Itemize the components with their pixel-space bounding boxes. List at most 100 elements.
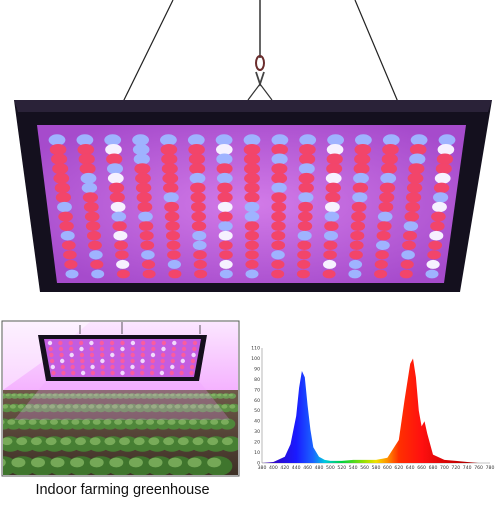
led-diode — [433, 182, 450, 194]
led-diode — [354, 153, 371, 165]
led-diode — [298, 172, 315, 184]
led-diode — [84, 211, 100, 222]
hanging-hook-icon — [122, 0, 399, 103]
led-diode — [162, 172, 179, 184]
led-diode — [217, 182, 233, 194]
mini-led-diode — [90, 358, 95, 364]
led-diode — [114, 240, 128, 250]
mini-led-diode — [110, 370, 115, 376]
led-diode — [299, 153, 316, 165]
led-diode — [429, 230, 444, 241]
led-diode — [90, 259, 104, 269]
led-diode — [83, 201, 99, 213]
led-diode — [271, 269, 285, 279]
mini-led-diode — [160, 352, 166, 358]
photo-caption: Indoor farming greenhouse — [35, 482, 210, 498]
mini-led-diode — [69, 346, 74, 352]
led-diode — [299, 144, 316, 156]
led-diode — [112, 221, 127, 232]
mini-led-diode — [89, 340, 94, 346]
led-diode — [192, 230, 207, 241]
led-diode — [191, 211, 206, 222]
mini-led-diode — [110, 364, 115, 370]
mini-led-diode — [160, 364, 165, 370]
mini-led-diode — [68, 340, 73, 346]
mini-led-diode — [140, 358, 145, 364]
mini-led-diode — [182, 340, 187, 346]
led-diode — [59, 221, 74, 232]
led-diode — [245, 269, 259, 279]
led-diode — [244, 211, 260, 222]
mini-led-diode — [49, 358, 55, 364]
led-diode — [350, 230, 365, 241]
mini-led-diode — [58, 346, 64, 352]
x-tick-label: 440 — [292, 465, 301, 471]
led-diode — [381, 163, 397, 175]
x-tick-label: 540 — [349, 465, 358, 471]
led-diode — [164, 211, 180, 222]
led-diode — [271, 240, 286, 250]
led-diode — [113, 230, 128, 241]
led-diode — [244, 172, 260, 184]
led-diode — [219, 269, 233, 279]
led-diode — [135, 172, 151, 184]
mini-led-diode — [140, 370, 145, 376]
x-tick-label: 760 — [474, 465, 483, 471]
x-tick-label: 780 — [486, 465, 495, 471]
x-tick-label: 420 — [280, 465, 289, 471]
led-diode — [379, 192, 395, 203]
led-diode — [409, 144, 427, 156]
led-diode — [297, 221, 313, 232]
mini-led-diode — [172, 340, 177, 346]
led-diode — [375, 250, 389, 260]
led-diode — [166, 230, 180, 241]
led-diode — [354, 144, 372, 156]
led-diode — [243, 134, 261, 146]
led-diode — [192, 240, 207, 250]
led-diode — [187, 134, 205, 146]
led-diode — [409, 153, 426, 165]
led-diode — [58, 211, 73, 222]
led-diode — [401, 250, 415, 260]
led-diode — [57, 201, 72, 213]
mini-led-diode — [171, 346, 176, 352]
x-tick-label: 580 — [372, 465, 381, 471]
mini-led-diode — [110, 358, 115, 364]
led-diode — [400, 259, 414, 269]
led-diode — [437, 144, 455, 156]
led-diode — [189, 172, 206, 184]
mini-led-diode — [130, 340, 136, 346]
led-diode — [271, 259, 285, 269]
led-diode — [324, 221, 339, 232]
led-diode — [191, 201, 206, 213]
mini-led-diode — [120, 340, 125, 346]
mini-led-diode — [69, 352, 74, 358]
y-tick-label: 90 — [254, 366, 260, 372]
led-diode — [218, 230, 233, 241]
led-diode — [271, 134, 289, 146]
led-diode — [271, 163, 288, 175]
led-diode — [132, 144, 150, 156]
mini-led-diode — [130, 358, 135, 364]
led-diode — [381, 153, 398, 165]
mini-led-diode — [59, 352, 64, 358]
led-diode — [134, 163, 151, 175]
y-tick-label: 100 — [251, 356, 260, 362]
led-diode — [431, 211, 446, 222]
led-diode — [325, 172, 342, 184]
led-diode — [161, 153, 178, 165]
led-diode — [348, 259, 363, 269]
y-tick-label: 70 — [254, 387, 260, 393]
led-diode — [271, 144, 289, 156]
led-diode — [135, 182, 152, 194]
led-diode — [349, 240, 364, 250]
led-diode — [407, 172, 424, 184]
led-diode — [167, 259, 181, 269]
led-diode — [78, 153, 95, 165]
led-diode — [297, 259, 311, 269]
led-diode — [382, 144, 399, 156]
led-diode — [107, 163, 123, 175]
mini-led-diode — [160, 358, 165, 364]
